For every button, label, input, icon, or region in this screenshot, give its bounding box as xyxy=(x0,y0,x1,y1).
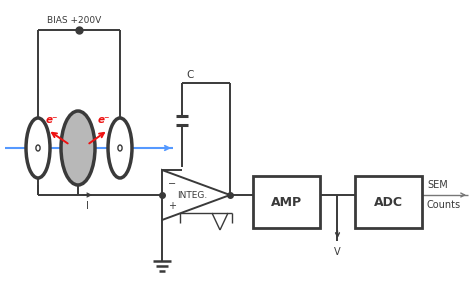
Text: −: − xyxy=(168,179,176,189)
Bar xyxy=(355,176,422,228)
Text: Counts: Counts xyxy=(427,200,461,210)
Ellipse shape xyxy=(26,118,50,178)
Text: C: C xyxy=(186,70,193,80)
Text: SEM: SEM xyxy=(427,180,448,190)
Text: e⁻: e⁻ xyxy=(46,115,58,125)
Text: INTEG.: INTEG. xyxy=(177,190,207,200)
Text: +: + xyxy=(168,201,176,211)
Text: e⁻: e⁻ xyxy=(98,115,110,125)
Polygon shape xyxy=(162,170,230,220)
Text: ADC: ADC xyxy=(374,196,403,209)
Ellipse shape xyxy=(118,145,122,151)
Bar xyxy=(253,176,320,228)
Ellipse shape xyxy=(36,145,40,151)
Ellipse shape xyxy=(108,118,132,178)
Ellipse shape xyxy=(61,111,95,185)
Text: V: V xyxy=(334,247,341,257)
Text: BIAS +200V: BIAS +200V xyxy=(47,16,101,25)
Text: I: I xyxy=(86,201,89,211)
Text: AMP: AMP xyxy=(271,196,302,209)
